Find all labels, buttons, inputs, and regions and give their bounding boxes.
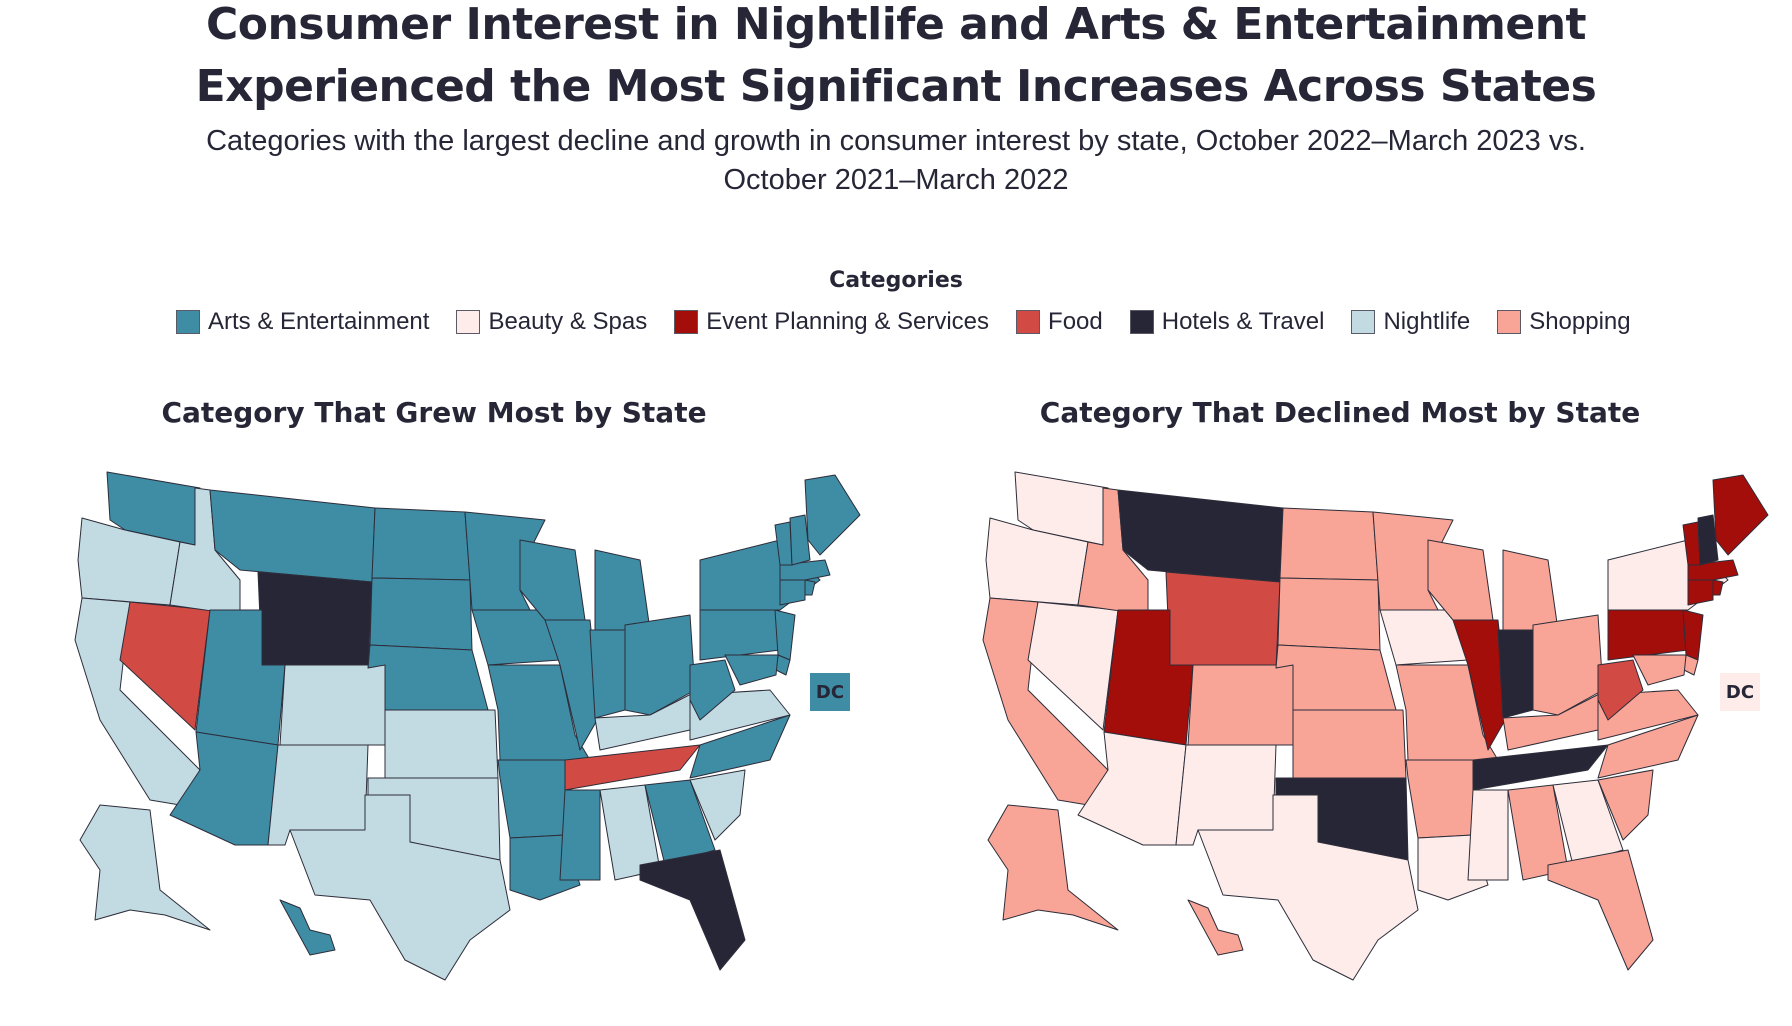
state-mt[interactable] xyxy=(209,489,376,583)
state-co[interactable] xyxy=(1187,664,1294,746)
state-nd[interactable] xyxy=(1279,507,1379,581)
state-wi[interactable] xyxy=(519,539,586,621)
map-declined xyxy=(908,460,1788,981)
legend-swatch xyxy=(176,310,200,334)
state-il[interactable] xyxy=(544,619,601,751)
legend-swatch xyxy=(674,310,699,334)
state-hi[interactable] xyxy=(1187,899,1244,956)
state-ne[interactable] xyxy=(1275,644,1397,711)
state-tx[interactable] xyxy=(289,794,511,981)
state-mt[interactable] xyxy=(1117,489,1284,583)
state-nc[interactable] xyxy=(1597,714,1699,779)
state-nc[interactable] xyxy=(689,714,791,779)
state-ga[interactable] xyxy=(644,779,716,866)
map-declined-svg xyxy=(982,471,1769,981)
chart-subtitle: Categories with the largest decline and … xyxy=(0,122,1792,200)
subtitle-line-2: October 2021–March 2022 xyxy=(723,164,1069,196)
state-ar[interactable] xyxy=(1405,759,1479,839)
state-co[interactable] xyxy=(279,664,386,746)
state-ri[interactable] xyxy=(804,579,816,596)
state-wy[interactable] xyxy=(257,571,373,669)
state-me[interactable] xyxy=(804,474,861,556)
legend-label: Hotels & Travel xyxy=(1161,308,1325,335)
state-ga[interactable] xyxy=(1552,779,1624,866)
state-nh[interactable] xyxy=(789,514,811,566)
map-grew xyxy=(0,460,880,981)
state-ms[interactable] xyxy=(559,789,601,881)
legend: Arts & Entertainment Beauty & Spas Event… xyxy=(176,308,1658,336)
legend-item-beauty-spas[interactable]: Beauty & Spas xyxy=(456,308,647,336)
title-line-1: Consumer Interest in Nightlife and Arts … xyxy=(205,0,1587,50)
state-nd[interactable] xyxy=(371,507,471,581)
state-sd[interactable] xyxy=(369,577,473,651)
legend-title: Categories xyxy=(829,268,963,293)
state-tn[interactable] xyxy=(1472,744,1609,791)
legend-item-shopping[interactable]: Shopping xyxy=(1497,308,1631,336)
state-fl[interactable] xyxy=(1547,849,1654,971)
state-ct[interactable] xyxy=(779,579,806,606)
legend-label: Shopping xyxy=(1529,308,1631,335)
state-md[interactable] xyxy=(724,654,779,686)
legend-swatch xyxy=(456,310,481,334)
legend-item-hotels-travel[interactable]: Hotels & Travel xyxy=(1129,308,1325,336)
state-wv[interactable] xyxy=(689,659,736,721)
state-ms[interactable] xyxy=(1467,789,1509,881)
state-ak[interactable] xyxy=(987,804,1119,931)
state-tn[interactable] xyxy=(564,744,701,791)
state-in[interactable] xyxy=(1497,629,1534,719)
state-oh[interactable] xyxy=(624,614,696,716)
state-in[interactable] xyxy=(589,629,626,719)
state-il[interactable] xyxy=(1452,619,1509,751)
legend-swatch xyxy=(1129,310,1154,334)
chart-title: Consumer Interest in Nightlife and Arts … xyxy=(0,0,1792,118)
title-line-2: Experienced the Most Significant Increas… xyxy=(195,61,1597,112)
state-ne[interactable] xyxy=(367,644,489,711)
dc-label-grew[interactable]: DC xyxy=(810,673,850,711)
state-tx[interactable] xyxy=(1197,794,1419,981)
state-sc[interactable] xyxy=(1597,769,1654,841)
legend-label: Nightlife xyxy=(1383,308,1471,335)
legend-swatch xyxy=(1351,310,1376,334)
state-oh[interactable] xyxy=(1532,614,1604,716)
state-wy[interactable] xyxy=(1165,571,1281,669)
subtitle-line-1: Categories with the largest decline and … xyxy=(206,125,1586,157)
state-ak[interactable] xyxy=(79,804,211,931)
state-fl[interactable] xyxy=(639,849,746,971)
state-hi[interactable] xyxy=(279,899,336,956)
map-title-grew: Category That Grew Most by State xyxy=(161,396,707,429)
state-ks[interactable] xyxy=(384,709,499,779)
state-me[interactable] xyxy=(1712,474,1769,556)
legend-label: Event Planning & Services xyxy=(706,308,990,335)
state-sd[interactable] xyxy=(1277,577,1381,651)
map-grew-svg xyxy=(74,471,861,981)
state-ri[interactable] xyxy=(1712,579,1724,596)
legend-swatch xyxy=(1016,310,1041,334)
state-mi[interactable] xyxy=(594,549,651,631)
legend-label: Arts & Entertainment xyxy=(208,308,430,335)
legend-label: Food xyxy=(1048,308,1103,335)
state-ks[interactable] xyxy=(1292,709,1407,779)
state-sc[interactable] xyxy=(689,769,746,841)
state-ar[interactable] xyxy=(497,759,571,839)
state-nj[interactable] xyxy=(774,609,796,661)
state-ct[interactable] xyxy=(1687,579,1714,606)
dc-label-declined[interactable]: DC xyxy=(1720,673,1760,711)
map-title-declined: Category That Declined Most by State xyxy=(1039,396,1641,429)
state-mi[interactable] xyxy=(1502,549,1559,631)
legend-item-nightlife[interactable]: Nightlife xyxy=(1351,308,1470,336)
state-md[interactable] xyxy=(1632,654,1687,686)
state-wv[interactable] xyxy=(1597,659,1644,721)
legend-label: Beauty & Spas xyxy=(488,308,648,335)
state-wi[interactable] xyxy=(1427,539,1494,621)
legend-item-event-planning[interactable]: Event Planning & Services xyxy=(674,308,989,336)
legend-swatch xyxy=(1497,310,1522,334)
legend-item-food[interactable]: Food xyxy=(1016,308,1103,336)
state-nh[interactable] xyxy=(1697,514,1719,566)
legend-item-arts-entertainment[interactable]: Arts & Entertainment xyxy=(176,308,429,336)
state-nj[interactable] xyxy=(1682,609,1704,661)
